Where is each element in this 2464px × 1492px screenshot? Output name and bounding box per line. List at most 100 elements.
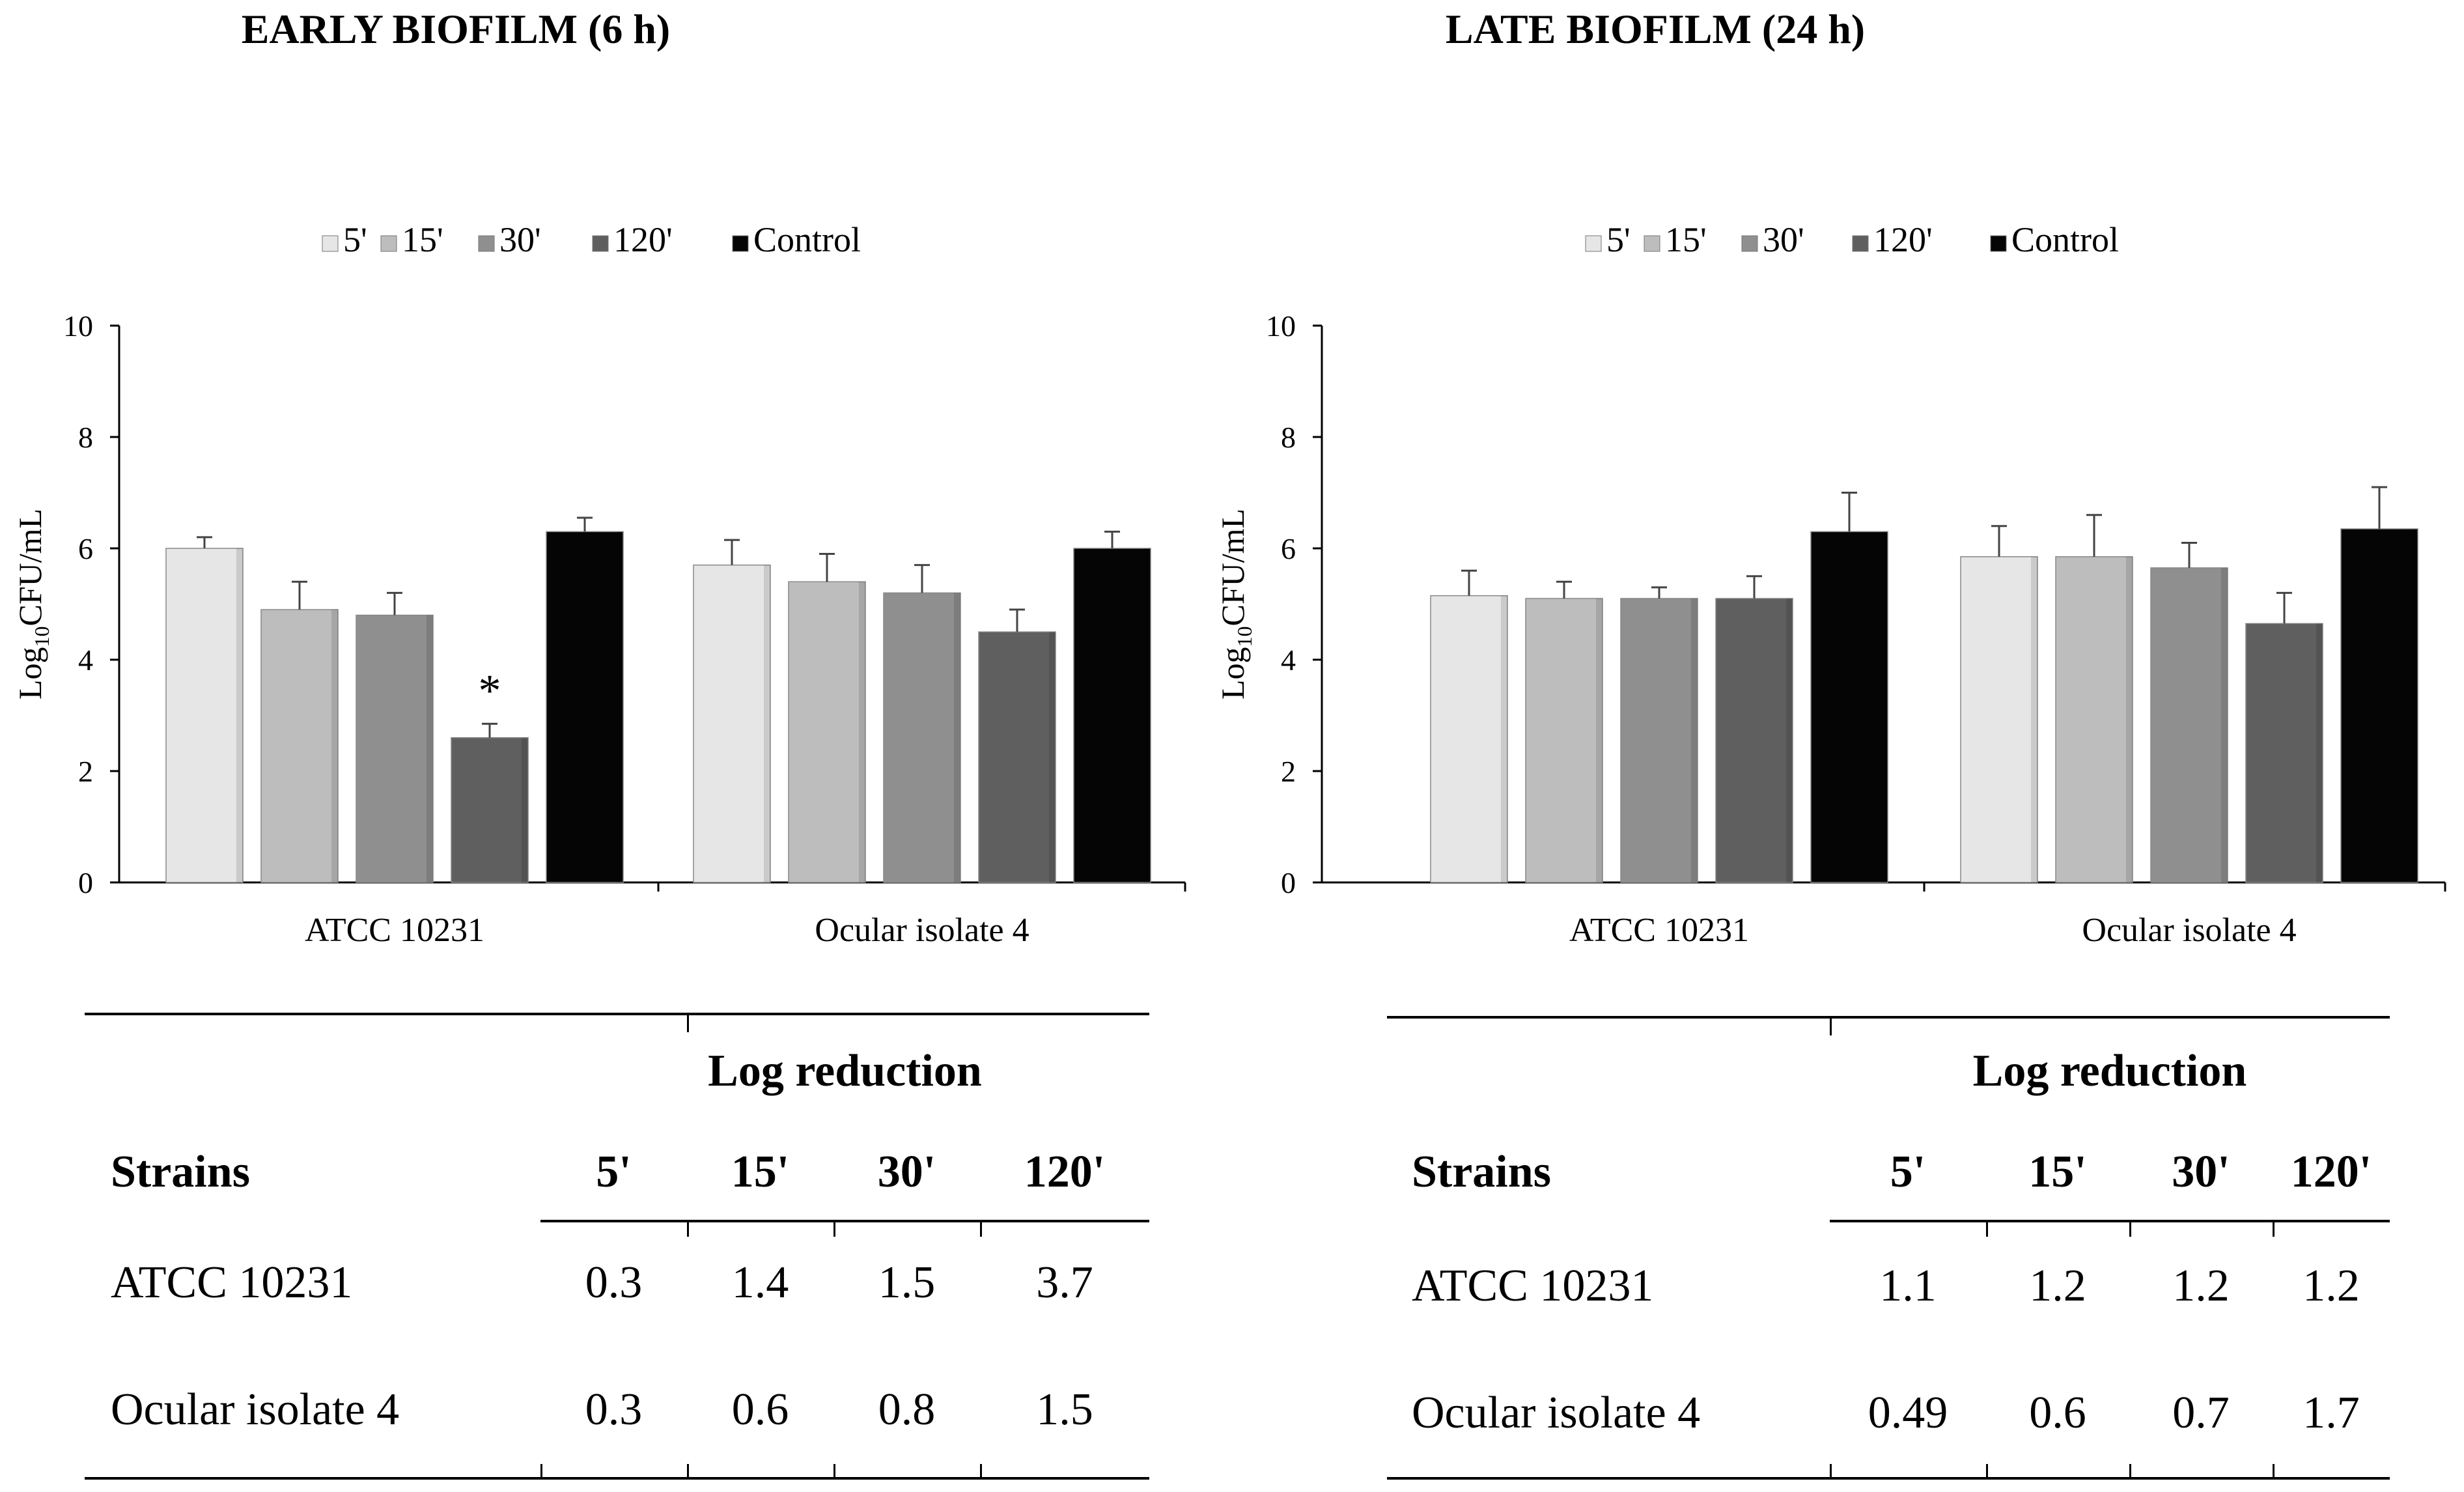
- bar-shade: [1881, 531, 1888, 882]
- legend-swatch: [1990, 235, 2007, 252]
- legend-label: Control: [753, 220, 861, 259]
- table-cell: 1.4: [731, 1258, 789, 1308]
- bar-shade: [2316, 623, 2323, 882]
- bar-shade: [1501, 595, 1507, 882]
- bar-shade: [1786, 598, 1793, 882]
- bar: [693, 564, 771, 883]
- table-row-strain: ATCC 10231: [111, 1258, 353, 1308]
- bar-shade: [1144, 548, 1151, 882]
- bar: [788, 581, 866, 883]
- significance-marker: *: [479, 666, 501, 716]
- chart-title: EARLY BIOFILM (6 h): [241, 6, 671, 52]
- bar-shade: [617, 531, 623, 882]
- table-row-strain: ATCC 10231: [1412, 1261, 1654, 1311]
- table-cell: 1.2: [2172, 1261, 2230, 1311]
- bar-shade: [1596, 598, 1603, 882]
- table-time-header: 5': [1890, 1147, 1926, 1197]
- table-time-header: 5': [596, 1147, 632, 1197]
- legend-swatch: [478, 235, 495, 252]
- table-divider: [980, 1220, 982, 1237]
- early-biofilm-panel: EARLY BIOFILM (6 h) 5' 15' 30' 120' Control 0…: [12, 6, 1186, 1480]
- table-top-rule: [1387, 1016, 2390, 1019]
- table-strain-header: Strains: [111, 1147, 250, 1197]
- legend-label: 120': [613, 220, 673, 259]
- table-divider: [1830, 1464, 1832, 1477]
- legend-label: 120': [1873, 220, 1933, 259]
- y-tick-label: 8: [1281, 421, 1296, 454]
- bar: [260, 609, 339, 883]
- bar: [2150, 567, 2228, 883]
- y-tick-label: 2: [1281, 755, 1296, 788]
- legend-label: 5': [1606, 220, 1631, 259]
- x-category-label: ATCC 10231: [1569, 912, 1749, 949]
- table-divider: [2129, 1464, 2131, 1477]
- table-cell: 1.5: [878, 1258, 936, 1308]
- bar-shade: [2031, 556, 2037, 882]
- table-cell: 1.5: [1036, 1385, 1093, 1435]
- bar-shade: [859, 582, 865, 882]
- bar: [1960, 556, 2038, 883]
- table-cell: 0.8: [878, 1385, 936, 1435]
- y-tick-label: 0: [1281, 866, 1296, 899]
- late-biofilm-chart: 5' 15' 30' 120' Control 0 2 4 6 8 10 Log10CFU/mL ATC…: [1214, 220, 2446, 949]
- table-time-header: 30': [877, 1147, 936, 1197]
- x-category-label: Ocular isolate 4: [2082, 912, 2296, 949]
- bar: [356, 614, 434, 883]
- table-time-header: 120': [1024, 1147, 1106, 1197]
- bar: [2340, 528, 2418, 883]
- table-header-rule: [1830, 1220, 2390, 1222]
- table-row-strain: Ocular isolate 4: [111, 1385, 400, 1435]
- table-bottom-rule: [1387, 1477, 2390, 1480]
- legend-swatch: [322, 235, 339, 252]
- table-top-rule: [85, 1013, 1149, 1015]
- bar-shade: [2126, 556, 2133, 882]
- bar: [1430, 595, 1508, 883]
- table-cell: 0.7: [2172, 1388, 2230, 1438]
- table-cell: 0.6: [731, 1385, 789, 1435]
- y-tick-label: 4: [1281, 643, 1296, 677]
- table-cell: 0.49: [1868, 1388, 1948, 1438]
- table-divider: [980, 1464, 982, 1477]
- y-tick-label: 4: [78, 643, 93, 677]
- table-cell: 0.6: [2029, 1388, 2086, 1438]
- bar: [883, 592, 961, 883]
- bar: [546, 531, 624, 883]
- table-divider: [833, 1220, 835, 1237]
- bar-shade: [1691, 598, 1698, 882]
- table-group-header: Log reduction: [1972, 1046, 2247, 1096]
- y-tick-label: 6: [78, 532, 93, 565]
- chart-title: LATE BIOFILM (24 h): [1445, 6, 1866, 52]
- table-cell: 1.2: [2029, 1261, 2086, 1311]
- table-group-header: Log reduction: [708, 1046, 982, 1096]
- table-divider: [2273, 1220, 2275, 1237]
- table-header-rule: [540, 1220, 1149, 1222]
- bar-shade: [954, 593, 960, 882]
- bar: [165, 548, 244, 883]
- bar-shade: [427, 615, 433, 882]
- bar-shade: [331, 610, 338, 882]
- bar: [1525, 598, 1603, 883]
- table-divider: [1830, 1016, 1832, 1035]
- bar-shade: [2221, 567, 2228, 882]
- bar: [2055, 556, 2133, 883]
- table-cell: 0.3: [585, 1385, 643, 1435]
- table-divider: [687, 1013, 689, 1032]
- late-biofilm-panel: LATE BIOFILM (24 h) 5' 15' 30' 120' Control 0…: [1214, 0, 2464, 1492]
- y-tick-label: 10: [63, 309, 93, 343]
- legend-swatch: [380, 235, 397, 252]
- bar: [1620, 598, 1698, 883]
- bar-shade: [764, 565, 770, 882]
- table-cell: 1.7: [2303, 1388, 2360, 1438]
- y-tick-label: 2: [78, 755, 93, 788]
- bar: [1073, 548, 1151, 883]
- legend-label: 30': [1763, 220, 1804, 259]
- table-bottom-rule: [85, 1477, 1149, 1480]
- legend-swatch: [732, 235, 749, 252]
- legend-swatch: [1852, 235, 1869, 252]
- legend-swatch: [592, 235, 609, 252]
- table-divider: [2129, 1220, 2131, 1237]
- table-time-header: 120': [2290, 1147, 2372, 1197]
- table-strain-header: Strains: [1412, 1147, 1551, 1197]
- table-divider: [833, 1464, 835, 1477]
- bar: [1810, 531, 1888, 883]
